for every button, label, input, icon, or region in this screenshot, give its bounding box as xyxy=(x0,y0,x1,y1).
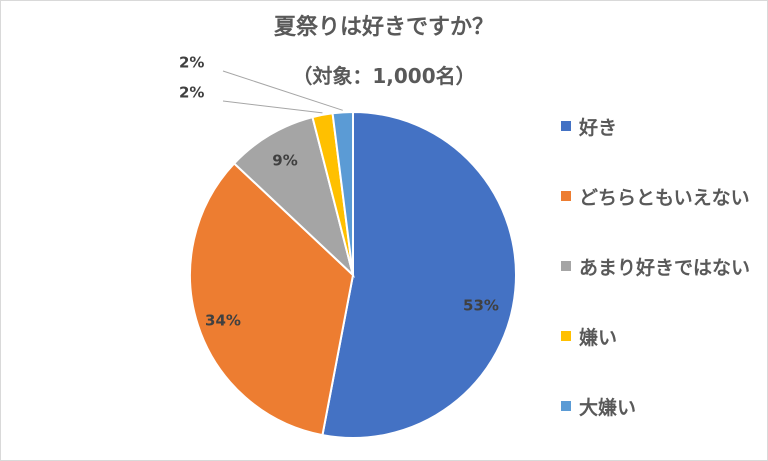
leader-line-4 xyxy=(222,100,323,114)
legend-swatch-3 xyxy=(561,261,571,271)
pie-slice-5 xyxy=(331,110,354,276)
data-label-2: 34% xyxy=(205,312,241,330)
legend-swatch-1 xyxy=(561,121,571,131)
legend-item-1: 好き xyxy=(561,113,617,139)
legend-label-5: 大嫌い xyxy=(579,396,637,419)
legend-label-2: どちらともいえない xyxy=(579,186,750,209)
chart-subtitle: （対象：1,000名） xyxy=(292,64,476,88)
legend-label-4: 嫌い xyxy=(579,326,618,349)
leader-lines xyxy=(222,70,343,114)
legend-swatch-2 xyxy=(561,191,571,201)
chart-title: 夏祭りは好きですか？ xyxy=(273,15,494,40)
legend-item-4: 嫌い xyxy=(561,323,617,349)
legend-swatch-4 xyxy=(561,331,571,341)
legend-swatch-5 xyxy=(561,401,571,411)
legend-item-3: あまり好きではない xyxy=(561,253,750,279)
legend-label-1: 好き xyxy=(579,116,618,139)
pie-slice-1 xyxy=(321,110,517,439)
data-labels: 53% 34% 9% 2% 2% xyxy=(179,54,499,330)
data-label-1: 53% xyxy=(463,297,499,315)
pie-slices xyxy=(189,110,517,439)
data-label-5: 2% xyxy=(179,54,204,72)
legend-item-2: どちらともいえない xyxy=(561,183,750,209)
leader-line-5 xyxy=(222,70,343,111)
pie-slice-2 xyxy=(189,162,355,437)
pie-slice-3 xyxy=(232,115,355,279)
data-label-4: 2% xyxy=(179,84,204,102)
legend-item-5: 大嫌い xyxy=(561,393,636,419)
legend-label-3: あまり好きではない xyxy=(579,256,751,279)
data-label-3: 9% xyxy=(272,152,297,170)
